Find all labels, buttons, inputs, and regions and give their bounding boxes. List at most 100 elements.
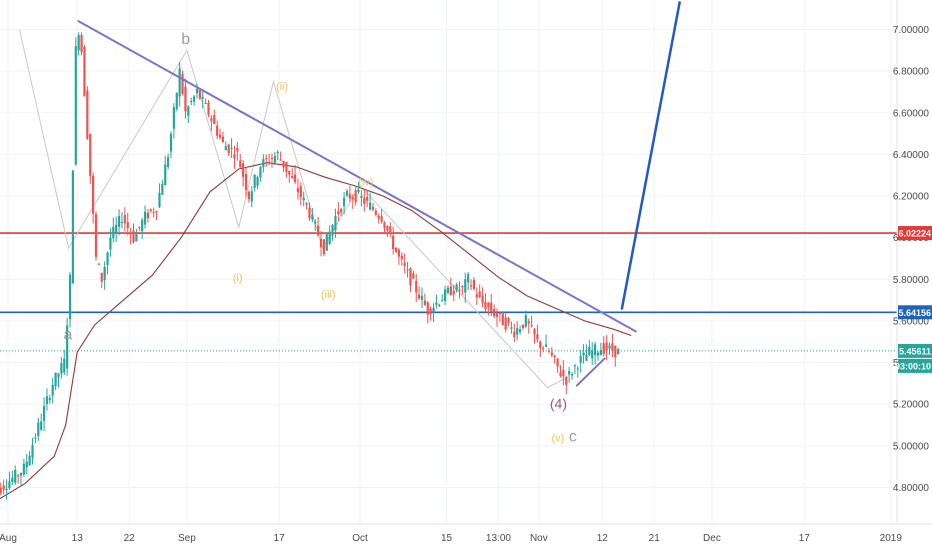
x-tick-label: Aug bbox=[0, 533, 17, 544]
candle-body bbox=[553, 355, 556, 358]
candle-body bbox=[5, 488, 8, 490]
candle-body bbox=[495, 313, 499, 317]
candle-body bbox=[135, 232, 138, 242]
candle-body bbox=[377, 216, 380, 219]
candle-body bbox=[475, 294, 478, 298]
candle-body bbox=[530, 325, 533, 327]
candle-body bbox=[169, 133, 173, 152]
candle-body bbox=[481, 295, 484, 303]
candle-body bbox=[443, 289, 447, 301]
candle-body bbox=[57, 373, 60, 378]
candle-body bbox=[319, 238, 323, 248]
candle-body bbox=[129, 232, 132, 235]
wave-path bbox=[19, 29, 568, 389]
candle-body bbox=[617, 349, 620, 355]
x-tick-label: 2019 bbox=[880, 533, 903, 544]
candle-body bbox=[80, 34, 83, 53]
candle-body bbox=[66, 325, 69, 369]
candle-body bbox=[37, 422, 40, 437]
candle-body bbox=[178, 68, 181, 97]
price-badge bbox=[898, 226, 932, 241]
candle-body bbox=[516, 328, 519, 335]
candle-body bbox=[265, 158, 268, 160]
candle-body bbox=[412, 273, 415, 279]
y-axis[interactable]: 4.800005.000005.200005.400005.600005.800… bbox=[893, 0, 932, 524]
candle-body bbox=[435, 302, 438, 305]
candle-body bbox=[279, 159, 282, 161]
y-tick-label: 5.20000 bbox=[893, 400, 930, 411]
candle-body bbox=[11, 477, 14, 482]
candle-body bbox=[213, 115, 216, 124]
price-badge-label: 6.02224 bbox=[898, 229, 931, 239]
candle-body bbox=[299, 186, 302, 198]
candle-body bbox=[218, 134, 222, 138]
candle-body bbox=[461, 286, 464, 288]
candle-body bbox=[198, 90, 201, 99]
candle-body bbox=[438, 304, 441, 306]
trendline bbox=[77, 20, 637, 333]
candle-body bbox=[357, 189, 360, 192]
candle-body bbox=[501, 312, 504, 325]
candle-body bbox=[270, 158, 274, 160]
candle-body bbox=[250, 191, 253, 202]
y-tick-label: 5.80000 bbox=[893, 275, 930, 286]
candle-body bbox=[181, 73, 184, 94]
candle-body bbox=[308, 207, 311, 219]
wave-labels: a b (ii) (i) (iii) (iv) (4) (v) c bbox=[64, 31, 577, 446]
candle-body bbox=[256, 177, 259, 186]
candle-body bbox=[348, 193, 351, 199]
candle-body bbox=[161, 183, 164, 195]
candle-body bbox=[340, 209, 343, 213]
candle-body bbox=[331, 224, 334, 236]
candle-body bbox=[19, 473, 23, 476]
candle-body bbox=[449, 286, 452, 295]
candle-body bbox=[14, 469, 17, 483]
x-tick-label: Sep bbox=[178, 533, 196, 544]
x-axis-panel bbox=[0, 524, 932, 550]
trendline bbox=[575, 357, 606, 387]
candle-body bbox=[400, 255, 403, 260]
candle-body bbox=[207, 102, 210, 115]
candle-body bbox=[224, 146, 227, 151]
candle-body bbox=[573, 365, 577, 367]
x-tick-label: Oct bbox=[352, 533, 368, 544]
candle-body bbox=[559, 372, 562, 377]
grid bbox=[0, 0, 897, 524]
x-axis[interactable]: Aug 13 22 Sep 17 Oct 15 13:00 Nov 12 21 Dec 17 2019 bbox=[0, 523, 932, 550]
candle-body bbox=[542, 347, 545, 349]
candle-body bbox=[305, 203, 308, 205]
countdown-label: 03:00:10 bbox=[895, 361, 931, 371]
y-tick-label: 5.00000 bbox=[893, 441, 930, 452]
candle-body bbox=[455, 284, 458, 291]
candle-body bbox=[155, 211, 158, 213]
candle-body bbox=[100, 272, 103, 282]
x-tick-label: 12 bbox=[597, 533, 609, 544]
candle-body bbox=[187, 106, 190, 116]
candle-body bbox=[432, 307, 435, 313]
candle-body bbox=[464, 279, 467, 293]
candle-body bbox=[493, 309, 496, 317]
candle-body bbox=[158, 192, 161, 208]
candle-body bbox=[302, 197, 305, 201]
candle-body bbox=[45, 396, 49, 405]
candle-body bbox=[273, 156, 276, 163]
candle-body bbox=[42, 406, 46, 421]
candle-body bbox=[371, 206, 375, 210]
wave-label: (v) bbox=[551, 433, 564, 445]
candle-body bbox=[31, 444, 34, 458]
candle-body bbox=[89, 133, 92, 177]
candle-body bbox=[614, 345, 617, 357]
candle-body bbox=[363, 197, 366, 204]
candle-body bbox=[74, 46, 77, 165]
price-badge bbox=[898, 343, 932, 358]
candle-body bbox=[221, 136, 225, 142]
wave-label: c bbox=[569, 429, 577, 446]
candle-body bbox=[527, 321, 530, 324]
candle-body bbox=[415, 280, 418, 293]
candle-body bbox=[25, 461, 28, 468]
candle-body bbox=[8, 481, 11, 489]
trendline bbox=[620, 1, 681, 310]
candle-body bbox=[351, 197, 354, 200]
candle-body bbox=[141, 220, 144, 232]
